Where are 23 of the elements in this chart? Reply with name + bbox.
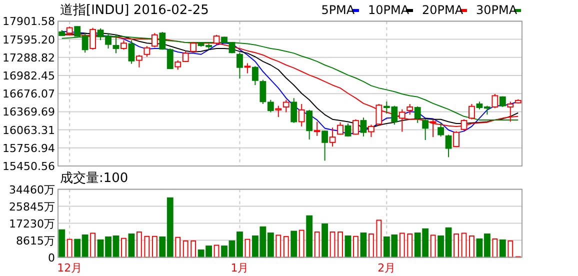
y-tick-label: 17901.58 [2,15,55,28]
y-tick-label: 16982.45 [2,70,55,82]
y-tick-label: 34460万 [9,183,55,196]
x-tick-label: 12月 [57,261,82,274]
x-tick-label: 1月 [230,261,249,274]
chart-title: 道指[INDU] 2016-02-25 [60,3,209,18]
y-tick-label: 17595.20 [2,33,55,46]
y-tick-label: 16676.07 [2,88,55,101]
y-tick-label: 15450.56 [2,160,55,173]
y-tick-label: 15756.94 [2,142,55,155]
y-tick-label: 16369.69 [2,106,55,119]
y-tick-label: 25845万 [9,200,55,214]
legend-label: 30PMA [476,3,518,17]
y-tick-label: 8615万 [16,234,55,248]
x-tick-label: 2月 [378,261,396,274]
y-tick-label: 16063.31 [2,124,55,137]
legend-label: 10PMA [368,3,410,17]
legend-label: 20PMA [422,3,464,17]
chart-title: 成交量:100 [60,170,128,186]
legend-label: 5PMA [321,3,356,17]
y-tick-label: 17230万 [9,217,55,230]
y-tick-label: 0 [48,251,55,264]
y-tick-label: 17288.82 [2,51,55,64]
